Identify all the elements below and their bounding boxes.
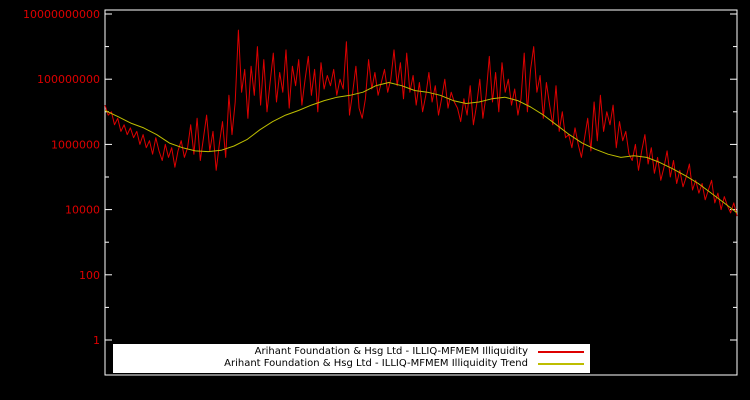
- legend-label-trend: Arihant Foundation & Hsg Ltd - ILLIQ-MFM…: [224, 358, 528, 369]
- legend-item-trend: Arihant Foundation & Hsg Ltd - ILLIQ-MFM…: [119, 358, 584, 370]
- y-axis-tick-label: 10000: [65, 204, 100, 217]
- y-axis-tick-label: 1000000: [51, 138, 100, 151]
- legend-line-sample-trend: [538, 363, 584, 365]
- y-axis-tick-label: 100000000: [37, 73, 100, 86]
- legend-item-illiquidity: Arihant Foundation & Hsg Ltd - ILLIQ-MFM…: [119, 346, 584, 358]
- chart-legend: Arihant Foundation & Hsg Ltd - ILLIQ-MFM…: [113, 344, 590, 373]
- illiquidity-series-line: [104, 29, 738, 217]
- legend-line-sample-illiquidity: [538, 351, 584, 353]
- plot-border: [104, 9, 738, 376]
- illiquidity-trend-line: [104, 82, 738, 214]
- legend-label-illiquidity: Arihant Foundation & Hsg Ltd - ILLIQ-MFM…: [254, 346, 528, 357]
- y-axis-tick-label: 1: [93, 334, 100, 347]
- y-axis-tick-label: 10000000000: [23, 8, 100, 21]
- y-axis-tick-label: 100: [79, 269, 100, 282]
